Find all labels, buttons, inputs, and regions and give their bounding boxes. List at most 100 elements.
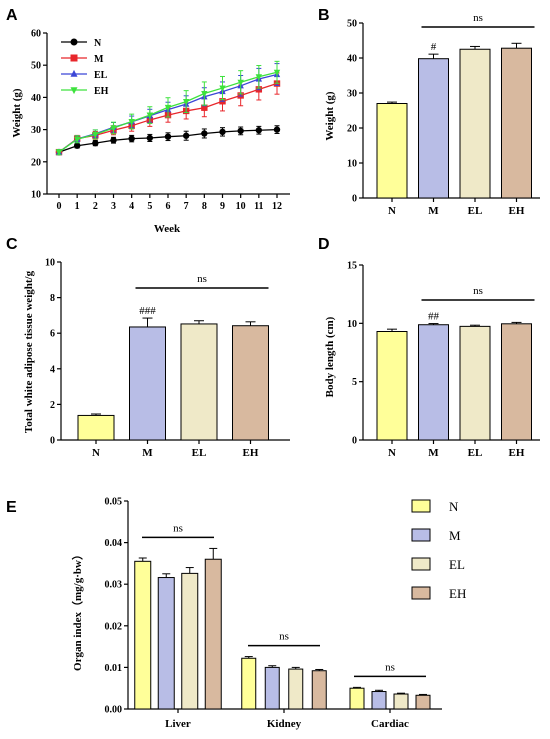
marker-triangle-down xyxy=(219,85,226,92)
legend-label-eh: EH xyxy=(449,586,466,601)
panel-d-significance-mark: ## xyxy=(428,311,440,323)
bar-m-liver xyxy=(157,577,175,710)
panel-c-category-label: N xyxy=(92,447,100,459)
panel-b-category-label: M xyxy=(428,205,439,217)
panel-e-category-label: Kidney xyxy=(267,718,302,730)
bar-el-liver xyxy=(181,572,199,710)
panel-b-bar-m xyxy=(418,58,449,199)
panel-b-ytick-label: 40 xyxy=(347,54,357,65)
panel-b-category-label: N xyxy=(388,205,396,217)
panel-a-ytick-label: 10 xyxy=(31,190,41,201)
bar-n-cardiac xyxy=(349,687,365,710)
panel-letter-e: E xyxy=(6,499,17,516)
bar-eh-kidney xyxy=(311,670,327,710)
panel-c-bar-n xyxy=(77,414,115,441)
legend-swatch-eh xyxy=(411,586,431,600)
marker-circle xyxy=(201,130,208,137)
marker-circle xyxy=(219,128,226,136)
marker-square xyxy=(70,54,78,62)
panel-a-xtick-label: 11 xyxy=(254,201,263,212)
panel-a-xtick-label: 5 xyxy=(147,201,152,212)
panel-a-ytick-label: 20 xyxy=(31,157,41,168)
bar-m-kidney xyxy=(264,666,280,710)
legend-swatch-el xyxy=(411,557,431,571)
panel-a-xtick-label: 0 xyxy=(57,201,62,212)
panel-d-bar-eh xyxy=(501,323,532,441)
bar-group-cardiac xyxy=(349,686,431,710)
panel-a-xtick-label: 12 xyxy=(272,201,282,212)
panel-e-ytick-label: 0.05 xyxy=(105,497,123,508)
marker-triangle-down xyxy=(182,99,190,106)
panel-d: D Body length (cm) 0 5 10 15 N M ## EL EH ns xyxy=(318,236,540,459)
bar-el-cardiac xyxy=(393,693,409,710)
legend-label-el: EL xyxy=(449,557,465,572)
panel-d-bar-el xyxy=(459,325,491,441)
legend-label-n: N xyxy=(94,38,102,49)
panel-b-ytick-label: 50 xyxy=(347,19,357,30)
panel-letter-a: A xyxy=(6,7,18,24)
marker-circle xyxy=(73,142,81,149)
panel-a-xtick-label: 1 xyxy=(75,201,80,212)
panel-e-ns-label: ns xyxy=(173,522,183,534)
panel-c-ylabel: Total white adipose tissue weight/g xyxy=(23,270,35,433)
legend-label-m: M xyxy=(94,54,104,65)
panel-c: C Total white adipose tissue weight/g 0 2… xyxy=(6,236,290,459)
panel-a-xtick-label: 7 xyxy=(184,201,189,212)
legend-label-n: N xyxy=(449,499,459,514)
panel-c-ytick-label: 0 xyxy=(50,436,55,447)
panel-d-ylabel: Body length (cm) xyxy=(324,316,336,397)
panel-b-significance-mark: # xyxy=(431,41,437,53)
marker-triangle-down xyxy=(273,69,281,77)
bar-eh-cardiac xyxy=(415,694,431,710)
marker-triangle-down xyxy=(201,90,208,98)
panel-d-ytick-label: 10 xyxy=(347,319,357,330)
panel-a-ytick-label: 60 xyxy=(31,29,41,40)
marker-triangle-down xyxy=(255,74,263,81)
marker-triangle-down xyxy=(110,125,117,132)
panel-b: B Weight (g) 0 10 20 30 40 50 N M # EL EH ns xyxy=(318,7,540,217)
series-n xyxy=(55,125,281,156)
marker-circle xyxy=(70,38,78,46)
panel-c-ytick-label: 8 xyxy=(50,293,55,304)
legend-swatch-n xyxy=(411,499,431,513)
panel-d-ns-label: ns xyxy=(473,285,483,297)
panel-a-ylabel: Weight (g) xyxy=(11,88,23,138)
panel-d-category-label: EL xyxy=(468,447,483,459)
panel-c-ytick-label: 6 xyxy=(50,329,55,340)
bar-group-liver xyxy=(134,547,222,710)
panel-c-category-label: EL xyxy=(192,447,207,459)
marker-circle xyxy=(273,126,281,133)
series-eh xyxy=(55,60,281,156)
panel-e-ytick-label: 0.02 xyxy=(105,621,123,632)
marker-triangle-down xyxy=(70,87,78,95)
panel-c-category-label: EH xyxy=(243,447,259,459)
panel-e-ns-label: ns xyxy=(279,631,289,643)
panel-a-ytick-label: 50 xyxy=(31,61,41,72)
bar-group-kidney xyxy=(241,656,327,710)
marker-triangle-down xyxy=(55,149,63,156)
legend-label-eh: EH xyxy=(94,86,109,97)
panel-letter-b: B xyxy=(318,7,330,24)
panel-b-ytick-label: 10 xyxy=(347,159,357,170)
marker-triangle-down xyxy=(73,136,81,144)
panel-c-ns-label: ns xyxy=(197,273,207,285)
panel-b-ytick-label: 0 xyxy=(352,194,357,205)
panel-e-legend: NM EL EH xyxy=(411,499,466,601)
legend-label-m: M xyxy=(449,528,461,543)
panel-d-category-label: M xyxy=(428,447,439,459)
panel-d-ytick-label: 0 xyxy=(352,436,357,447)
panel-e-category-label: Liver xyxy=(165,718,191,730)
marker-circle xyxy=(146,134,154,142)
marker-circle xyxy=(182,132,190,139)
panel-a-legend: NM EL EH xyxy=(61,38,109,97)
panel-a-ytick-label: 30 xyxy=(31,125,41,136)
panel-b-ytick-label: 20 xyxy=(347,124,357,135)
panel-b-bar-el xyxy=(459,48,491,199)
marker-triangle-down xyxy=(128,118,135,126)
panel-b-category-label: EL xyxy=(468,205,483,217)
panel-c-significance-mark: ### xyxy=(139,305,156,317)
panel-e-ytick-label: 0.03 xyxy=(105,580,123,591)
panel-b-bar-eh xyxy=(501,47,532,199)
panel-c-bar-el xyxy=(180,323,218,441)
legend-label-el: EL xyxy=(94,70,108,81)
